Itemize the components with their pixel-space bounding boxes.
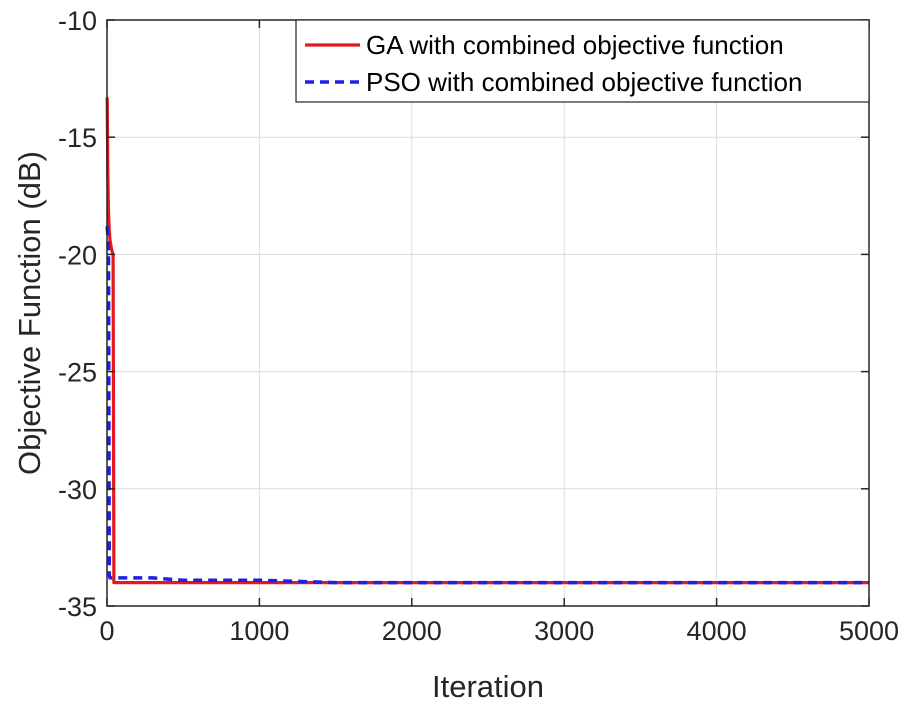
x-tick-label: 1000 — [229, 616, 289, 646]
tick-labels: 0 1000 2000 3000 4000 5000 -10 -15 -20 -25 -30 -35 — [58, 6, 899, 646]
legend-entry-pso: PSO with combined objective function — [366, 67, 802, 97]
legend-entry-ga: GA with combined objective function — [366, 30, 784, 60]
y-axis-label: Objective Function (dB) — [12, 151, 47, 475]
y-tick-label: -20 — [58, 240, 97, 270]
y-tick-label: -10 — [58, 6, 97, 36]
plot-area — [107, 20, 869, 606]
series-layer — [105, 97, 869, 585]
x-tick-label: 5000 — [839, 616, 899, 646]
legend: GA with combined objective function PSO … — [295, 19, 870, 103]
y-tick-label: -15 — [58, 123, 97, 153]
grid — [106, 19, 870, 607]
series-line-pso — [105, 226, 869, 585]
y-tick-label: -25 — [58, 358, 97, 388]
y-tick-label: -30 — [58, 475, 97, 505]
x-tick-label: 4000 — [687, 616, 747, 646]
x-tick-label: 0 — [99, 616, 114, 646]
legend-box — [295, 19, 870, 103]
x-tick-label: 3000 — [534, 616, 594, 646]
y-tick-label: -35 — [58, 592, 97, 622]
x-tick-label: 2000 — [382, 616, 442, 646]
x-axis-label: Iteration — [432, 669, 544, 704]
